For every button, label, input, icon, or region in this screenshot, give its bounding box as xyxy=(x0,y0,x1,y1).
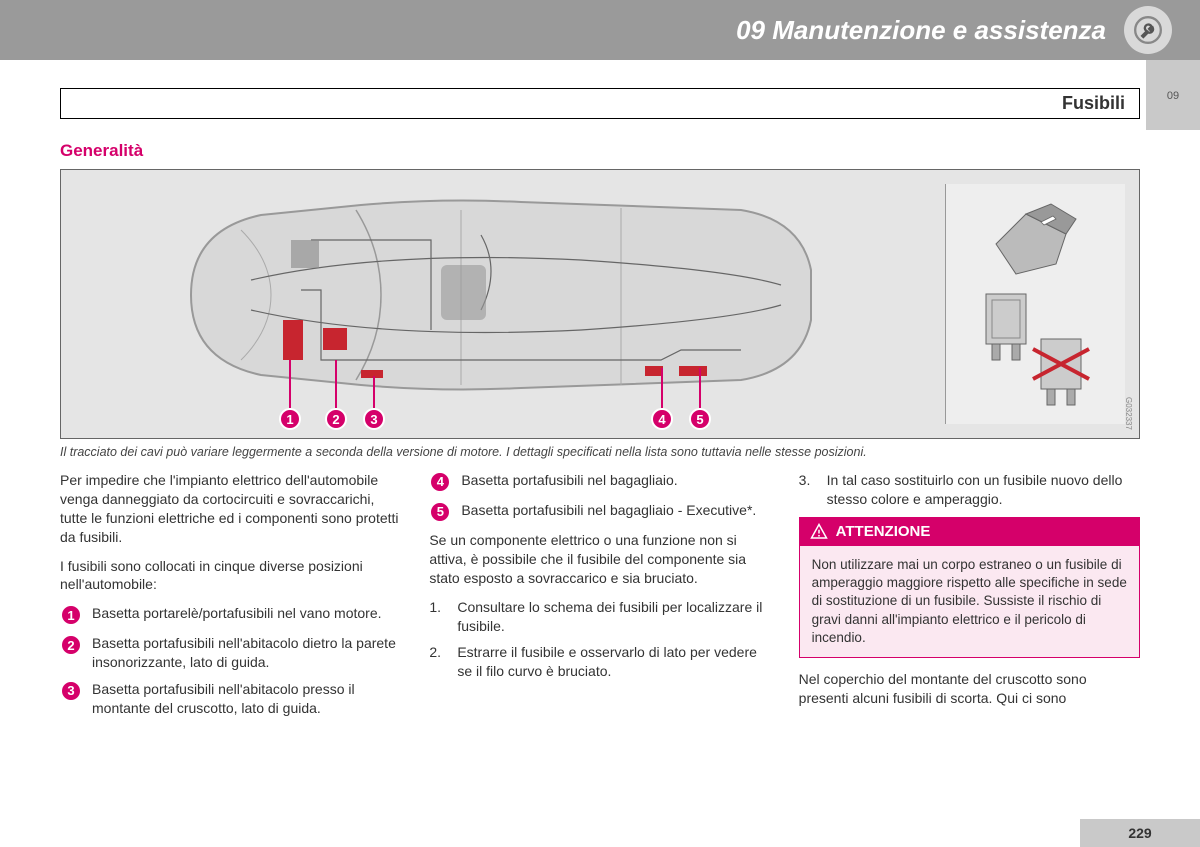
fusebox-marker-3 xyxy=(361,370,383,378)
section-bar: Fusibili xyxy=(60,88,1140,119)
chapter-title: 09 Manutenzione e assistenza xyxy=(736,15,1106,46)
step-text: In tal caso sostituirlo con un fusibile … xyxy=(827,471,1140,509)
step-item: 3. In tal caso sostituirlo con un fusibi… xyxy=(799,471,1140,509)
car-outline-svg xyxy=(181,190,821,400)
fusebox-marker-5 xyxy=(679,366,707,376)
diagram-callout-5: 5 xyxy=(689,408,711,430)
warning-title: ATTENZIONE xyxy=(836,522,931,542)
page-number: 229 xyxy=(1080,819,1200,847)
item-text: Basetta portafusibili nel bagagliaio - E… xyxy=(461,501,770,523)
col2-p1: Se un componente elettrico o una funzion… xyxy=(429,531,770,588)
step-num: 3. xyxy=(799,471,817,509)
side-tab: 09 xyxy=(1146,60,1200,130)
warning-body: Non utilizzare mai un corpo estraneo o u… xyxy=(800,546,1139,657)
diagram-callout-2: 2 xyxy=(325,408,347,430)
col3-after: Nel coperchio del montante del cruscotto… xyxy=(799,670,1140,708)
list-item: 3 Basetta portafusibili nell'abitacolo p… xyxy=(60,680,401,718)
diagram-box: 1 23 45 G032337 xyxy=(60,169,1140,439)
step-text: Estrarre il fusibile e osservarlo di lat… xyxy=(457,643,770,681)
diagram-callout-3: 3 xyxy=(363,408,385,430)
step-item: 2. Estrarre il fusibile e osservarlo di … xyxy=(429,643,770,681)
item-text: Basetta portafusibili nell'abitacolo pre… xyxy=(92,680,401,718)
list-item: 2 Basetta portafusibili nell'abitacolo d… xyxy=(60,634,401,672)
section-title: Fusibili xyxy=(1062,93,1125,113)
warning-header: ATTENZIONE xyxy=(800,518,1139,546)
item-text: Basetta portafusibili nel bagagliaio. xyxy=(461,471,770,493)
step-num: 1. xyxy=(429,598,447,636)
list-item: 4 Basetta portafusibili nel bagagliaio. xyxy=(429,471,770,493)
bullet-3: 3 xyxy=(60,680,82,702)
diagram-caption: Il tracciato dei cavi può variare legger… xyxy=(60,445,1140,459)
item-text: Basetta portarelè/portafusibili nel vano… xyxy=(92,604,401,626)
col1-p1: Per impedire che l'impianto elettrico de… xyxy=(60,471,401,547)
fusebox-marker-2 xyxy=(323,328,347,350)
car-diagram-area: 1 23 45 xyxy=(61,170,945,438)
diagram-callout-4: 4 xyxy=(651,408,673,430)
wrench-icon xyxy=(1124,6,1172,54)
diagram-callout-1: 1 xyxy=(279,408,301,430)
step-num: 2. xyxy=(429,643,447,681)
bullet-2: 2 xyxy=(60,634,82,656)
header-band: 09 Manutenzione e assistenza xyxy=(0,0,1200,60)
column-2: 4 Basetta portafusibili nel bagagliaio. … xyxy=(429,471,770,726)
list-item: 5 Basetta portafusibili nel bagagliaio -… xyxy=(429,501,770,523)
fuse-illustration xyxy=(946,184,1126,424)
bullet-1: 1 xyxy=(60,604,82,626)
text-columns: Per impedire che l'impianto elettrico de… xyxy=(60,471,1140,726)
image-code: G032337 xyxy=(1124,397,1133,430)
side-tab-number: 09 xyxy=(1167,90,1179,102)
subheading: Generalità xyxy=(60,141,1200,161)
bullet-4: 4 xyxy=(429,471,451,493)
list-item: 1 Basetta portarelè/portafusibili nel va… xyxy=(60,604,401,626)
warning-icon xyxy=(810,523,828,541)
bullet-5: 5 xyxy=(429,501,451,523)
fusebox-marker-1 xyxy=(283,320,303,360)
item-text: Basetta portafusibili nell'abitacolo die… xyxy=(92,634,401,672)
col1-p2: I fusibili sono collocati in cinque dive… xyxy=(60,557,401,595)
column-1: Per impedire che l'impianto elettrico de… xyxy=(60,471,401,726)
warning-box: ATTENZIONE Non utilizzare mai un corpo e… xyxy=(799,517,1140,658)
fuse-detail-panel xyxy=(945,184,1125,424)
step-text: Consultare lo schema dei fusibili per lo… xyxy=(457,598,770,636)
column-3: 3. In tal caso sostituirlo con un fusibi… xyxy=(799,471,1140,726)
step-item: 1. Consultare lo schema dei fusibili per… xyxy=(429,598,770,636)
